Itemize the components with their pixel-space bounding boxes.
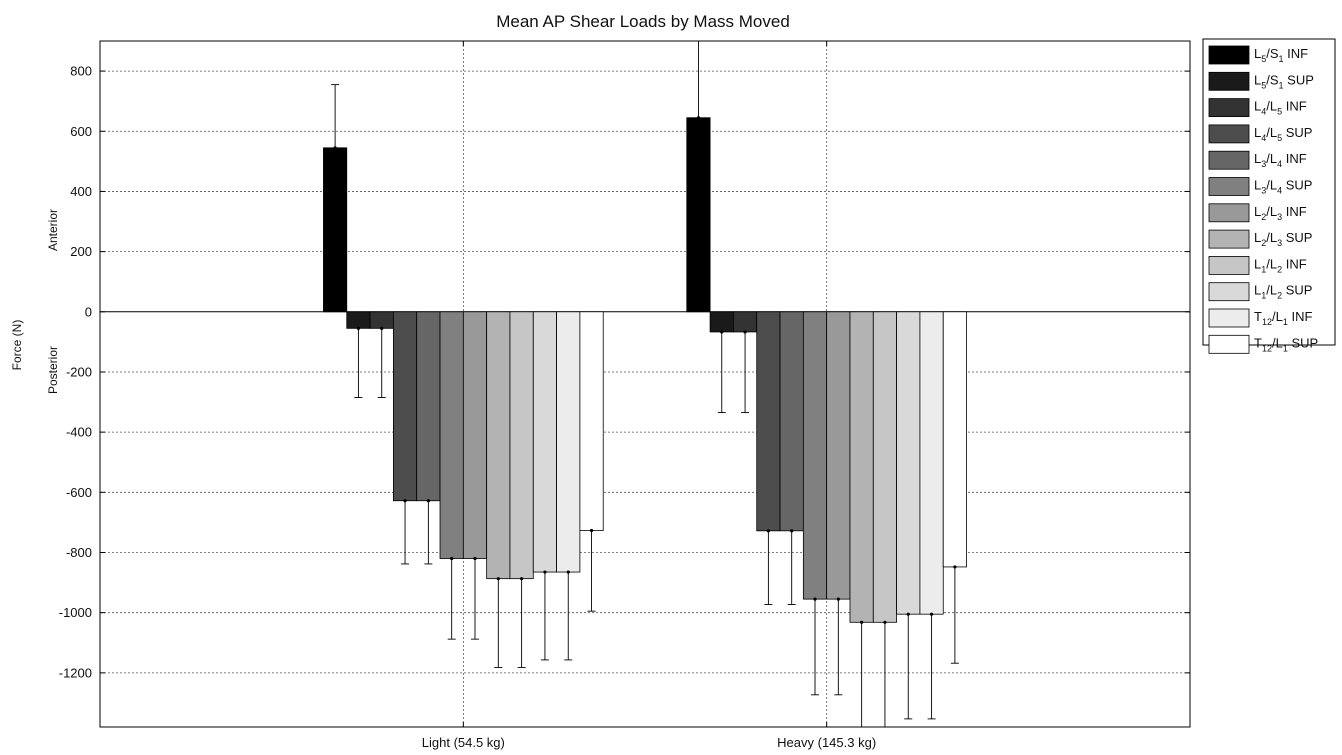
mean-marker [589, 528, 594, 533]
mean-marker [860, 620, 864, 624]
legend-label: L1/L2 SUP [1254, 283, 1312, 301]
legend-label: L5/S1 SUP [1254, 72, 1314, 90]
legend: L5/S1 INF L5/S1 SUP L4/L5 INF L4/L5 SUP L3/L… [1202, 38, 1336, 354]
plot-area-frame [99, 40, 1191, 728]
y-axis-posterior-label: Posterior [46, 346, 60, 394]
bar [369, 311, 394, 329]
bar [756, 311, 781, 532]
bar [826, 311, 851, 600]
error-bars [331, 41, 959, 727]
mean-marker [450, 556, 454, 561]
mean-marker [766, 529, 770, 533]
y-axis-label: Force (N) [10, 320, 24, 371]
legend-label: T12/L1 INF [1254, 309, 1312, 327]
bar [416, 311, 441, 502]
y-tick-label: 600 [70, 124, 92, 139]
y-tick-label: -600 [66, 485, 92, 500]
bar [392, 311, 418, 502]
legend-swatch [1208, 334, 1250, 354]
bar [323, 147, 348, 313]
bar [686, 117, 711, 313]
mean-marker [566, 570, 570, 574]
mean-marker [743, 330, 747, 334]
y-tick-label: 200 [70, 244, 92, 259]
legend-label: L4/L5 SUP [1254, 125, 1312, 143]
bar [896, 311, 921, 615]
mean-marker [543, 570, 547, 574]
mean-marker [426, 499, 430, 503]
bar [919, 311, 944, 615]
mean-marker [520, 577, 524, 581]
legend-swatch [1208, 124, 1250, 144]
bar [532, 311, 557, 573]
mean-marker [333, 146, 337, 150]
y-tick-label: -1200 [59, 665, 92, 680]
bar [462, 311, 488, 559]
legend-swatch [1208, 203, 1250, 223]
legend-label: L3/L4 SUP [1254, 178, 1312, 196]
bar [509, 311, 534, 580]
legend-swatch [1208, 45, 1250, 65]
legend-swatch [1208, 229, 1250, 249]
legend-swatch [1208, 255, 1250, 275]
y-tick-label: -200 [66, 364, 92, 379]
mean-marker [696, 116, 701, 120]
mean-marker [836, 597, 840, 601]
legend-label: L2/L3 INF [1254, 204, 1307, 222]
mean-marker [953, 565, 957, 569]
bar [779, 311, 804, 532]
bar [942, 311, 967, 568]
legend-swatch [1208, 308, 1250, 328]
legend-swatch [1208, 150, 1250, 170]
bar [872, 311, 898, 623]
bar [556, 311, 581, 573]
mean-marker [929, 612, 934, 616]
mean-marker [473, 556, 477, 561]
bar [849, 311, 874, 623]
x-tick-label: Light (54.5 kg) [422, 735, 505, 750]
bar [802, 311, 828, 600]
bar [733, 311, 758, 333]
legend-swatch [1208, 177, 1250, 196]
grid-lines [100, 41, 1190, 727]
y-axis-anterior-label: Anterior [46, 209, 60, 251]
bars [323, 117, 967, 623]
legend-label: T12/L1 SUP [1254, 335, 1318, 353]
legend-label: L2/L3 SUP [1254, 230, 1312, 248]
y-tick-label: -400 [66, 425, 92, 440]
bar [486, 311, 511, 580]
mean-marker [496, 577, 500, 581]
mean-marker [403, 499, 407, 503]
mean-marker [813, 597, 817, 601]
y-tick-label: 400 [70, 184, 92, 199]
legend-swatch [1208, 71, 1250, 91]
mean-marker [883, 620, 887, 624]
mean-marker [906, 612, 910, 616]
y-tick-label: -800 [66, 545, 92, 560]
x-tick-label: Heavy (145.3 kg) [777, 735, 876, 750]
mean-marker [380, 326, 384, 330]
legend-label: L5/S1 INF [1254, 46, 1308, 64]
axis-ticks: 800 600 400 200 0 -200 -400 -600 -800 -1000 -1200 L… [59, 41, 1190, 750]
legend-swatch [1208, 98, 1250, 117]
chart-title: Mean AP Shear Loads by Mass Moved [496, 12, 790, 31]
bar [709, 311, 734, 333]
mean-marker [720, 330, 724, 334]
mean-marker [356, 326, 361, 330]
legend-label: L1/L2 INF [1254, 256, 1307, 274]
legend-swatch [1208, 282, 1250, 302]
y-tick-label: -1000 [59, 605, 92, 620]
bar [346, 311, 371, 329]
y-tick-label: 800 [70, 64, 92, 79]
legend-label: L4/L5 INF [1254, 99, 1307, 117]
mean-marker [790, 529, 794, 533]
y-tick-label: 0 [85, 304, 92, 319]
bar [579, 311, 604, 531]
legend-label: L3/L4 INF [1254, 151, 1307, 169]
bar [439, 311, 464, 559]
